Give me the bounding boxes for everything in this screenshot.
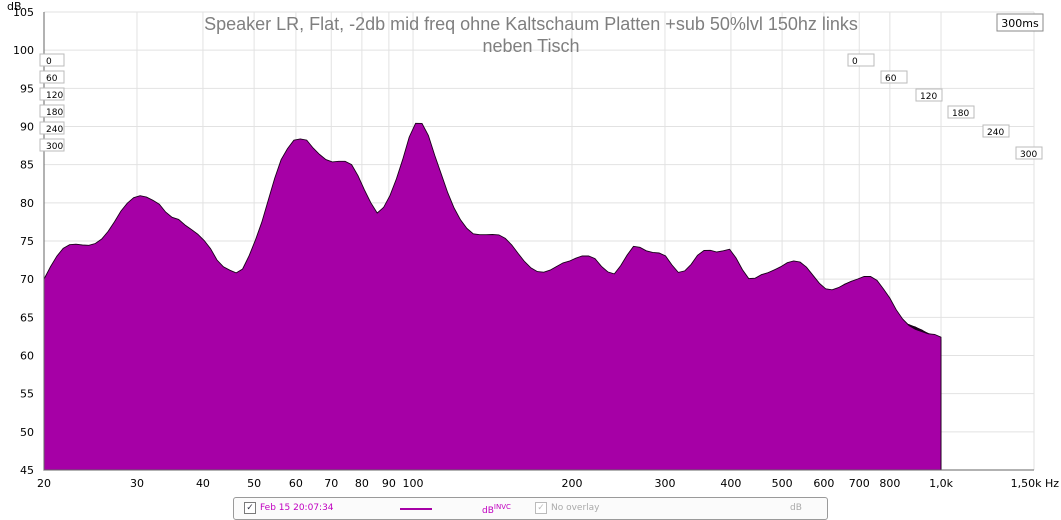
x-tick-label: 90 [382, 477, 396, 490]
y-axis-unit: dB [7, 0, 22, 13]
right-unit-label: dB [790, 503, 802, 513]
time-box [947, 105, 975, 119]
overlay-checkbox[interactable]: ✓ [535, 502, 547, 514]
x-tick-labels: 20 30 40 50 60 70 80 90 100 200 300 400 500 600 700 800… [37, 477, 1059, 490]
x-tick-label: 200 [561, 477, 582, 490]
time-label-left: 180 [46, 108, 63, 118]
waterfall-slice [43, 122, 942, 471]
time-box [915, 88, 943, 102]
measurement-timestamp[interactable]: Feb 15 20:07:34 [260, 503, 334, 513]
time-labels-right: 0 60 120 180 240 300 [847, 53, 1043, 160]
y-tick-label: 45 [20, 464, 34, 477]
y-tick-label: 55 [20, 388, 34, 401]
unit-label: dBINVC [482, 503, 511, 516]
time-box [39, 138, 65, 152]
y-tick-label: 95 [20, 82, 34, 95]
x-tick-label: 50 [247, 477, 261, 490]
time-label-left: 60 [46, 74, 58, 84]
series-swatch [400, 508, 432, 510]
time-window-box [996, 13, 1044, 32]
x-tick-label: 60 [289, 477, 303, 490]
time-box [982, 124, 1010, 138]
x-tick-label: 20 [37, 477, 51, 490]
y-tick-label: 50 [20, 426, 34, 439]
time-window-label[interactable]: 300ms [1001, 17, 1039, 30]
time-label-left: 0 [46, 57, 52, 67]
waterfall-chart: 45 50 55 60 65 70 75 80 85 90 95 100 105 20 30 40 50 60 7… [7, 0, 1059, 490]
y-tick-label: 80 [20, 197, 34, 210]
x-tick-label: 100 [403, 477, 424, 490]
x-tick-label: 800 [879, 477, 900, 490]
y-tick-label: 105 [13, 6, 34, 19]
x-tick-label: 600 [813, 477, 834, 490]
time-label-right: 0 [852, 57, 858, 67]
time-box [1015, 146, 1043, 160]
x-tick-label: 40 [196, 477, 210, 490]
x-tick-label: 400 [720, 477, 741, 490]
time-box [39, 70, 65, 84]
time-box [39, 121, 65, 135]
overlay-label: No overlay [551, 503, 600, 513]
measurement-checkbox[interactable]: ✓ [244, 502, 256, 514]
time-box [39, 53, 65, 67]
time-box [847, 53, 875, 67]
y-tick-label: 100 [13, 44, 34, 57]
y-tick-label: 85 [20, 159, 34, 172]
time-label-left: 240 [46, 125, 63, 135]
x-tick-label: 30 [130, 477, 144, 490]
x-tick-label: 500 [772, 477, 793, 490]
time-label-left: 300 [46, 142, 63, 152]
time-box [880, 70, 908, 84]
legend-bar: ✓ Feb 15 20:07:34 dBINVC ✓ No overlay dB [233, 497, 828, 520]
x-tick-label: 80 [355, 477, 369, 490]
time-label-right: 120 [920, 92, 937, 102]
x-tick-label: 700 [849, 477, 870, 490]
x-tick-label: 70 [324, 477, 338, 490]
y-tick-labels: 45 50 55 60 65 70 75 80 85 90 95 100 105 [13, 6, 34, 477]
time-box [39, 87, 65, 101]
x-tick-label: 300 [654, 477, 675, 490]
x-tick-label: 1,0k [929, 477, 953, 490]
waterfall-slices [43, 122, 942, 471]
time-box [39, 104, 65, 118]
time-label-left: 120 [46, 91, 63, 101]
chart-title-line-2: neben Tisch [482, 36, 579, 56]
y-tick-label: 65 [20, 311, 34, 324]
time-labels-left: 0 60 120 180 240 300 [39, 53, 65, 152]
chart-title-line-1: Speaker LR, Flat, -2db mid freq ohne Kal… [204, 14, 858, 34]
time-label-right: 60 [885, 74, 897, 84]
y-tick-label: 60 [20, 350, 34, 363]
time-label-right: 180 [952, 109, 969, 119]
y-tick-label: 90 [20, 121, 34, 134]
y-tick-label: 70 [20, 273, 34, 286]
x-tick-label: 1,50k Hz [1011, 477, 1060, 490]
y-tick-label: 75 [20, 235, 34, 248]
time-label-right: 300 [1020, 150, 1037, 160]
time-label-right: 240 [987, 128, 1004, 138]
